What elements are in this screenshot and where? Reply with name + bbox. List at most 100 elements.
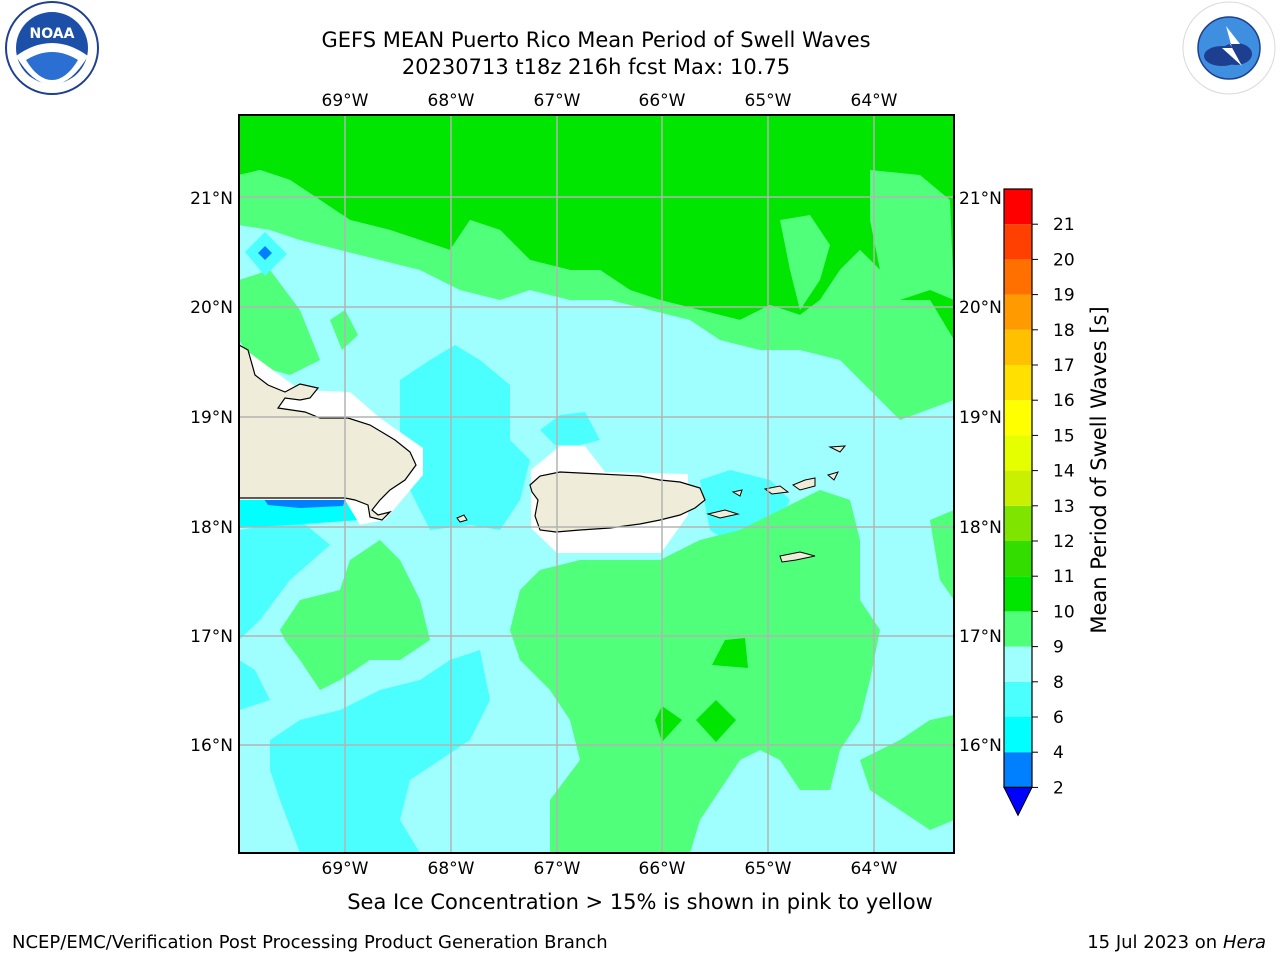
contour-9-10s-patch-b	[780, 215, 830, 310]
colorbar-segment	[1004, 470, 1032, 506]
colorbar-segment	[1004, 541, 1032, 577]
colorbar-segment	[1004, 400, 1032, 436]
nws-logo	[1182, 1, 1276, 95]
lon-label-bottom: 65°W	[745, 859, 792, 879]
lat-label-right: 20°N	[959, 298, 1002, 318]
contour-10-11s-patch-d	[488, 214, 508, 228]
colorbar-tick-label: 8	[1053, 673, 1064, 693]
lat-label-right: 21°N	[959, 189, 1002, 209]
colorbar-segment	[1004, 646, 1032, 682]
colorbar-tick-label: 14	[1053, 462, 1075, 482]
lon-label-bottom: 64°W	[851, 859, 898, 879]
colorbar-segment	[1004, 259, 1032, 295]
lon-label-bottom: 66°W	[639, 859, 686, 879]
colorbar-segment	[1004, 611, 1032, 647]
colorbar-tick-label: 10	[1053, 602, 1075, 622]
graticule	[239, 115, 954, 853]
colorbar-tick-label: 11	[1053, 567, 1075, 587]
colorbar-segment	[1004, 681, 1032, 717]
footer-date: 15 Jul 2023 on Hera	[1087, 932, 1266, 953]
lon-label-bottom: 67°W	[534, 859, 581, 879]
land-hispaniola	[238, 343, 417, 521]
colorbar-tick-label: 20	[1053, 250, 1075, 270]
lat-label-right: 17°N	[959, 627, 1002, 647]
contour-7-8s-south	[270, 650, 490, 853]
land-mona-island	[456, 514, 468, 523]
contour-10-11s-patch-a	[712, 638, 748, 668]
chart-subtitle: 20230713 t18z 216h fcst Max: 10.75	[401, 55, 791, 79]
lon-label-bottom: 68°W	[428, 859, 475, 879]
colorbar-title: Mean Period of Swell Waves [s]	[1087, 306, 1111, 633]
map-area	[238, 114, 955, 854]
colorbar-segment	[1004, 717, 1032, 753]
contour-9-10s-patch-a	[870, 170, 954, 300]
lon-label-top: 64°W	[851, 91, 898, 111]
lat-label-right: 18°N	[959, 518, 1002, 538]
colorbar-segment	[1004, 294, 1032, 330]
colorbar-segment	[1004, 365, 1032, 401]
colorbar-segment	[1004, 189, 1032, 225]
colorbar-tick-label: 21	[1053, 215, 1075, 235]
lon-label-top: 66°W	[639, 91, 686, 111]
colorbar: 2 4 6 8 9 10 11 12 13 14 15 16 17 18 19 20 21	[1003, 188, 1075, 817]
contour-9-10s-patch-c	[239, 270, 320, 375]
map-border	[238, 114, 955, 854]
sea-ice-note: Sea Ice Concentration > 15% is shown in …	[347, 890, 933, 914]
contour-9-10s-south-west	[280, 540, 430, 690]
colorbar-segment	[1004, 752, 1032, 788]
lon-labels-top: 69°W 68°W 67°W 66°W 65°W 64°W	[322, 91, 898, 111]
colorbar-tick-label: 9	[1053, 638, 1064, 658]
lat-label-left: 21°N	[190, 189, 233, 209]
lat-label-right: 16°N	[959, 736, 1002, 756]
contour-9-10s-south-central	[510, 490, 880, 853]
colorbar-segment	[1004, 224, 1032, 260]
noaa-logo: NOAA	[5, 1, 99, 95]
colorbar-tick-label: 13	[1053, 497, 1075, 517]
lon-label-top: 68°W	[428, 91, 475, 111]
chart-title: GEFS MEAN Puerto Rico Mean Period of Swe…	[321, 28, 871, 52]
lat-label-right: 19°N	[959, 408, 1002, 428]
colorbar-segment	[1004, 435, 1032, 471]
colorbar-tick-label: 4	[1053, 743, 1064, 763]
lon-label-bottom: 69°W	[322, 859, 369, 879]
lat-label-left: 16°N	[190, 736, 233, 756]
contour-9-10s-patch-d	[330, 310, 358, 350]
lat-labels-left: 21°N 20°N 19°N 18°N 17°N 16°N	[190, 189, 233, 756]
land-virgin-islands	[706, 445, 847, 563]
colorbar-tick-label: 19	[1053, 286, 1075, 306]
colorbar-tick-label: 12	[1053, 532, 1075, 552]
footer-host: Hera	[1222, 932, 1266, 953]
contour-10-11s-patch-b	[696, 700, 736, 742]
colorbar-tick-label: 17	[1053, 356, 1075, 376]
contour-7-8s-south-west	[239, 520, 330, 640]
contour-10-11s-north	[239, 115, 954, 340]
footer-credit: NCEP/EMC/Verification Post Processing Pr…	[12, 932, 608, 953]
colorbar-tick-label: 16	[1053, 391, 1075, 411]
lat-label-left: 19°N	[190, 408, 233, 428]
lon-label-top: 67°W	[534, 91, 581, 111]
lat-label-left: 17°N	[190, 627, 233, 647]
contour-7-8s-central	[400, 345, 530, 530]
colorbar-segment	[1004, 329, 1032, 365]
footer-date-text: 15 Jul 2023 on	[1087, 932, 1223, 953]
contour-9-10s-north	[239, 170, 954, 420]
contour-9-10s-east-edge	[930, 510, 954, 600]
noaa-logo-text: NOAA	[30, 26, 75, 42]
colorbar-frame	[1003, 188, 1033, 789]
colorbar-tick-label: 2	[1053, 778, 1064, 798]
lon-label-top: 65°W	[745, 91, 792, 111]
colorbar-tick-label: 6	[1053, 708, 1064, 728]
lat-label-left: 20°N	[190, 298, 233, 318]
contour-4-6s-nw	[258, 246, 272, 260]
lat-label-left: 18°N	[190, 518, 233, 538]
colorbar-tick-label: 18	[1053, 321, 1075, 341]
colorbar-extend-triangle	[1003, 786, 1033, 817]
contour-4-6s-hispaniola	[264, 499, 345, 508]
colorbar-segment	[1004, 505, 1032, 541]
lat-labels-right: 21°N 20°N 19°N 18°N 17°N 16°N	[959, 189, 1002, 756]
contour-7-8s-pr-north	[540, 412, 600, 445]
lon-labels-bottom: 69°W 68°W 67°W 66°W 65°W 64°W	[322, 859, 898, 879]
colorbar-segment	[1004, 576, 1032, 612]
colorbar-tick-label: 15	[1053, 426, 1075, 446]
